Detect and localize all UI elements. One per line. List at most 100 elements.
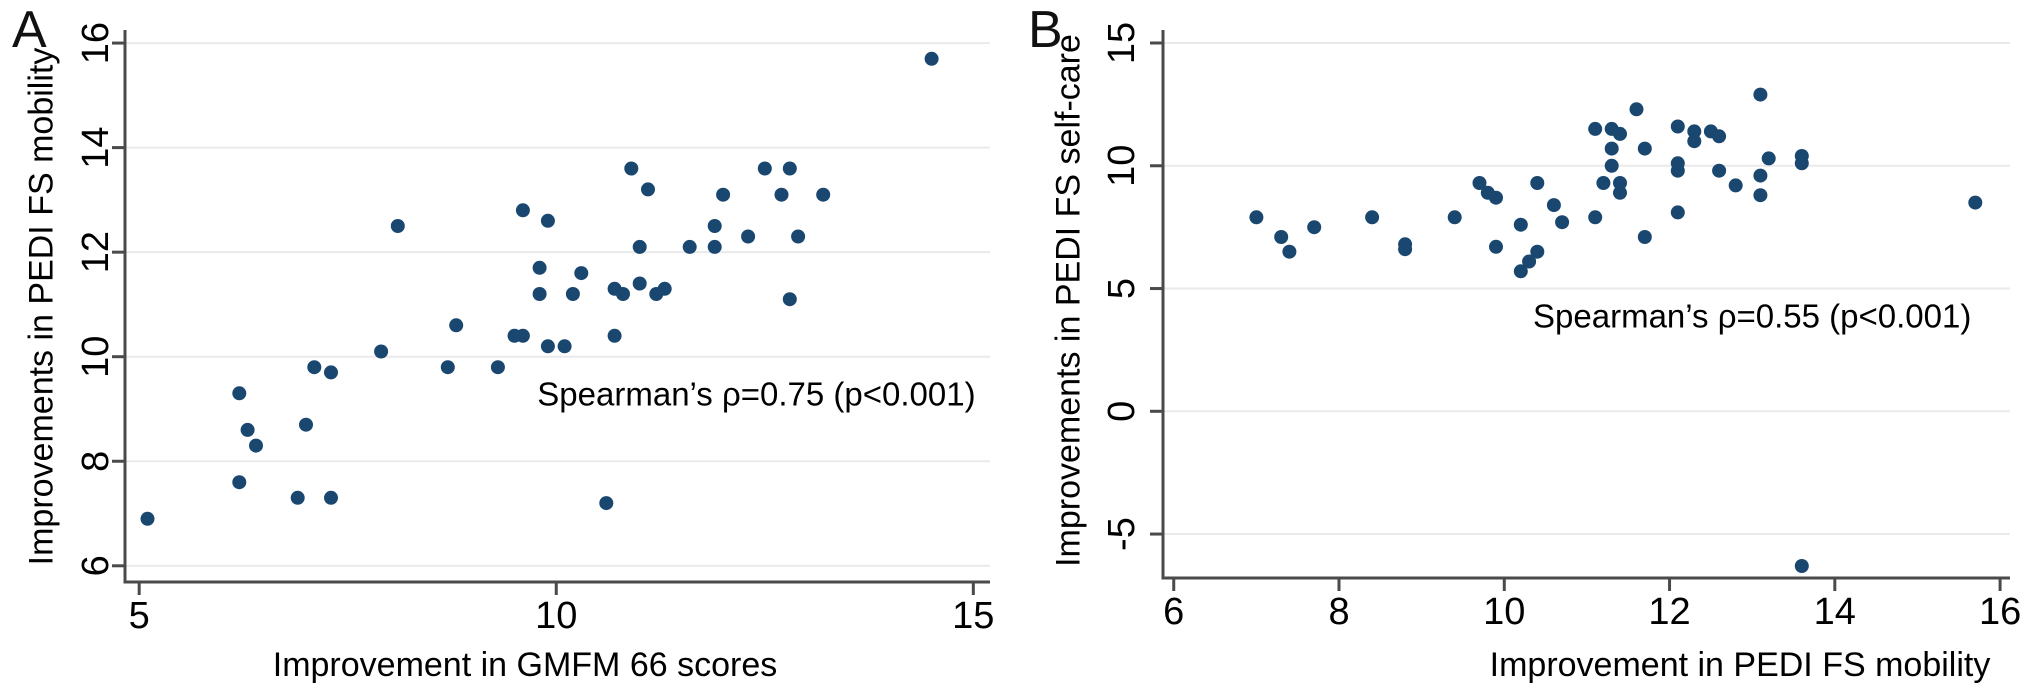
data-point [1728,178,1743,193]
scatter-panel-b: -5 0 5 10 15 6 8 10 12 14 16 Spearman’s ρ=0.55 (p<0… [1101,22,2021,633]
data-point [1282,244,1297,259]
data-point [1753,168,1768,183]
data-point [1712,129,1727,144]
data-point [1670,163,1685,178]
data-point [307,360,322,375]
data-point [1670,205,1685,220]
scatter-panel-a: 6 8 10 12 14 16 5 10 15 Spearman’s ρ=0.75 (p<0.00… [75,22,994,637]
x-tick-label-12: 12 [1648,591,1690,633]
data-point [515,203,530,218]
data-point [1472,176,1487,190]
data-point [515,328,530,343]
data-point [232,475,247,490]
data-point [1249,210,1264,225]
panel-label-b: B [1028,1,1063,59]
data-point [1794,559,1809,573]
data-point [1968,195,1983,210]
data-point [540,339,555,354]
y-tick-label-10: 10 [75,336,117,378]
data-point [490,360,505,375]
data-point [1613,185,1627,200]
data-point [1687,124,1702,139]
data-point [390,219,405,233]
data-point [532,260,547,275]
data-point [774,187,789,202]
data-point [816,187,831,202]
data-point [1637,141,1652,156]
y-axis-title-panel-a: Improvements in PEDI FS mobility [22,47,61,566]
y-tick-label-16: 16 [75,22,117,64]
data-point [557,339,572,354]
data-point [682,239,697,254]
x-tick-label-6: 6 [1163,591,1184,633]
data-point [1588,121,1603,136]
y-tick-label-14: 14 [75,126,117,168]
data-point [1637,230,1652,244]
x-axis-title-panel-a: Improvement in GMFM 66 scores [272,646,778,684]
data-point [324,490,338,505]
data-point [632,239,647,254]
data-point [140,511,155,526]
data-point [299,417,313,432]
data-point [1794,156,1809,171]
data-point [540,213,555,228]
data-point [707,219,722,233]
data-point [1274,230,1289,244]
data-point [1596,176,1611,190]
y-tick-label-0: 0 [1101,401,1143,422]
data-point [741,229,756,244]
axis-lines [1161,30,2010,580]
data-point [1629,102,1644,117]
annotation-spearman-a: Spearman’s ρ=0.75 (p<0.001) [537,375,975,412]
data-point [1753,87,1768,102]
data-point [374,344,389,359]
y-tick-label-6: 6 [75,555,117,576]
data-point [1530,176,1545,190]
x-tick-label-10: 10 [1483,591,1525,633]
data-point [290,490,305,505]
data-point [449,318,464,333]
data-point [1604,141,1619,156]
data-point [791,229,806,244]
data-point [641,182,655,197]
data-point [565,287,580,301]
data-point [324,365,338,380]
data-point [1546,198,1561,213]
data-point [607,328,622,343]
data-point [249,438,263,453]
data-point [1489,239,1503,254]
y-tick-label--5: -5 [1101,517,1143,551]
data-point [1447,210,1462,225]
data-point [1365,210,1380,225]
y-axis-title-panel-b: Improvements in PEDI FS self-care [1049,34,1088,567]
data-point [757,161,772,176]
data-point [616,287,630,301]
data-point [574,266,589,281]
data-point [1670,119,1685,134]
data-point [440,360,455,375]
data-point [1687,134,1702,149]
x-tick-label-15: 15 [952,595,994,637]
data-point [624,161,639,176]
y-tick-label-12: 12 [75,231,117,273]
y-tick-label-15: 15 [1101,22,1143,64]
data-point [782,161,797,176]
data-point [924,51,939,66]
data-point [1712,163,1727,178]
data-point [782,292,797,307]
x-tick-label-8: 8 [1328,591,1349,633]
data-point [1613,176,1627,190]
data-point [632,276,647,291]
data-point [1588,210,1603,225]
data-point [240,422,255,437]
y-tick-label-5: 5 [1101,278,1143,299]
data-point [716,187,731,202]
panel-label-a: A [12,1,47,59]
data-point [1513,264,1528,279]
data-point [1522,254,1537,269]
data-point [1753,188,1768,203]
data-point [1604,158,1619,173]
data-point [1513,217,1528,232]
